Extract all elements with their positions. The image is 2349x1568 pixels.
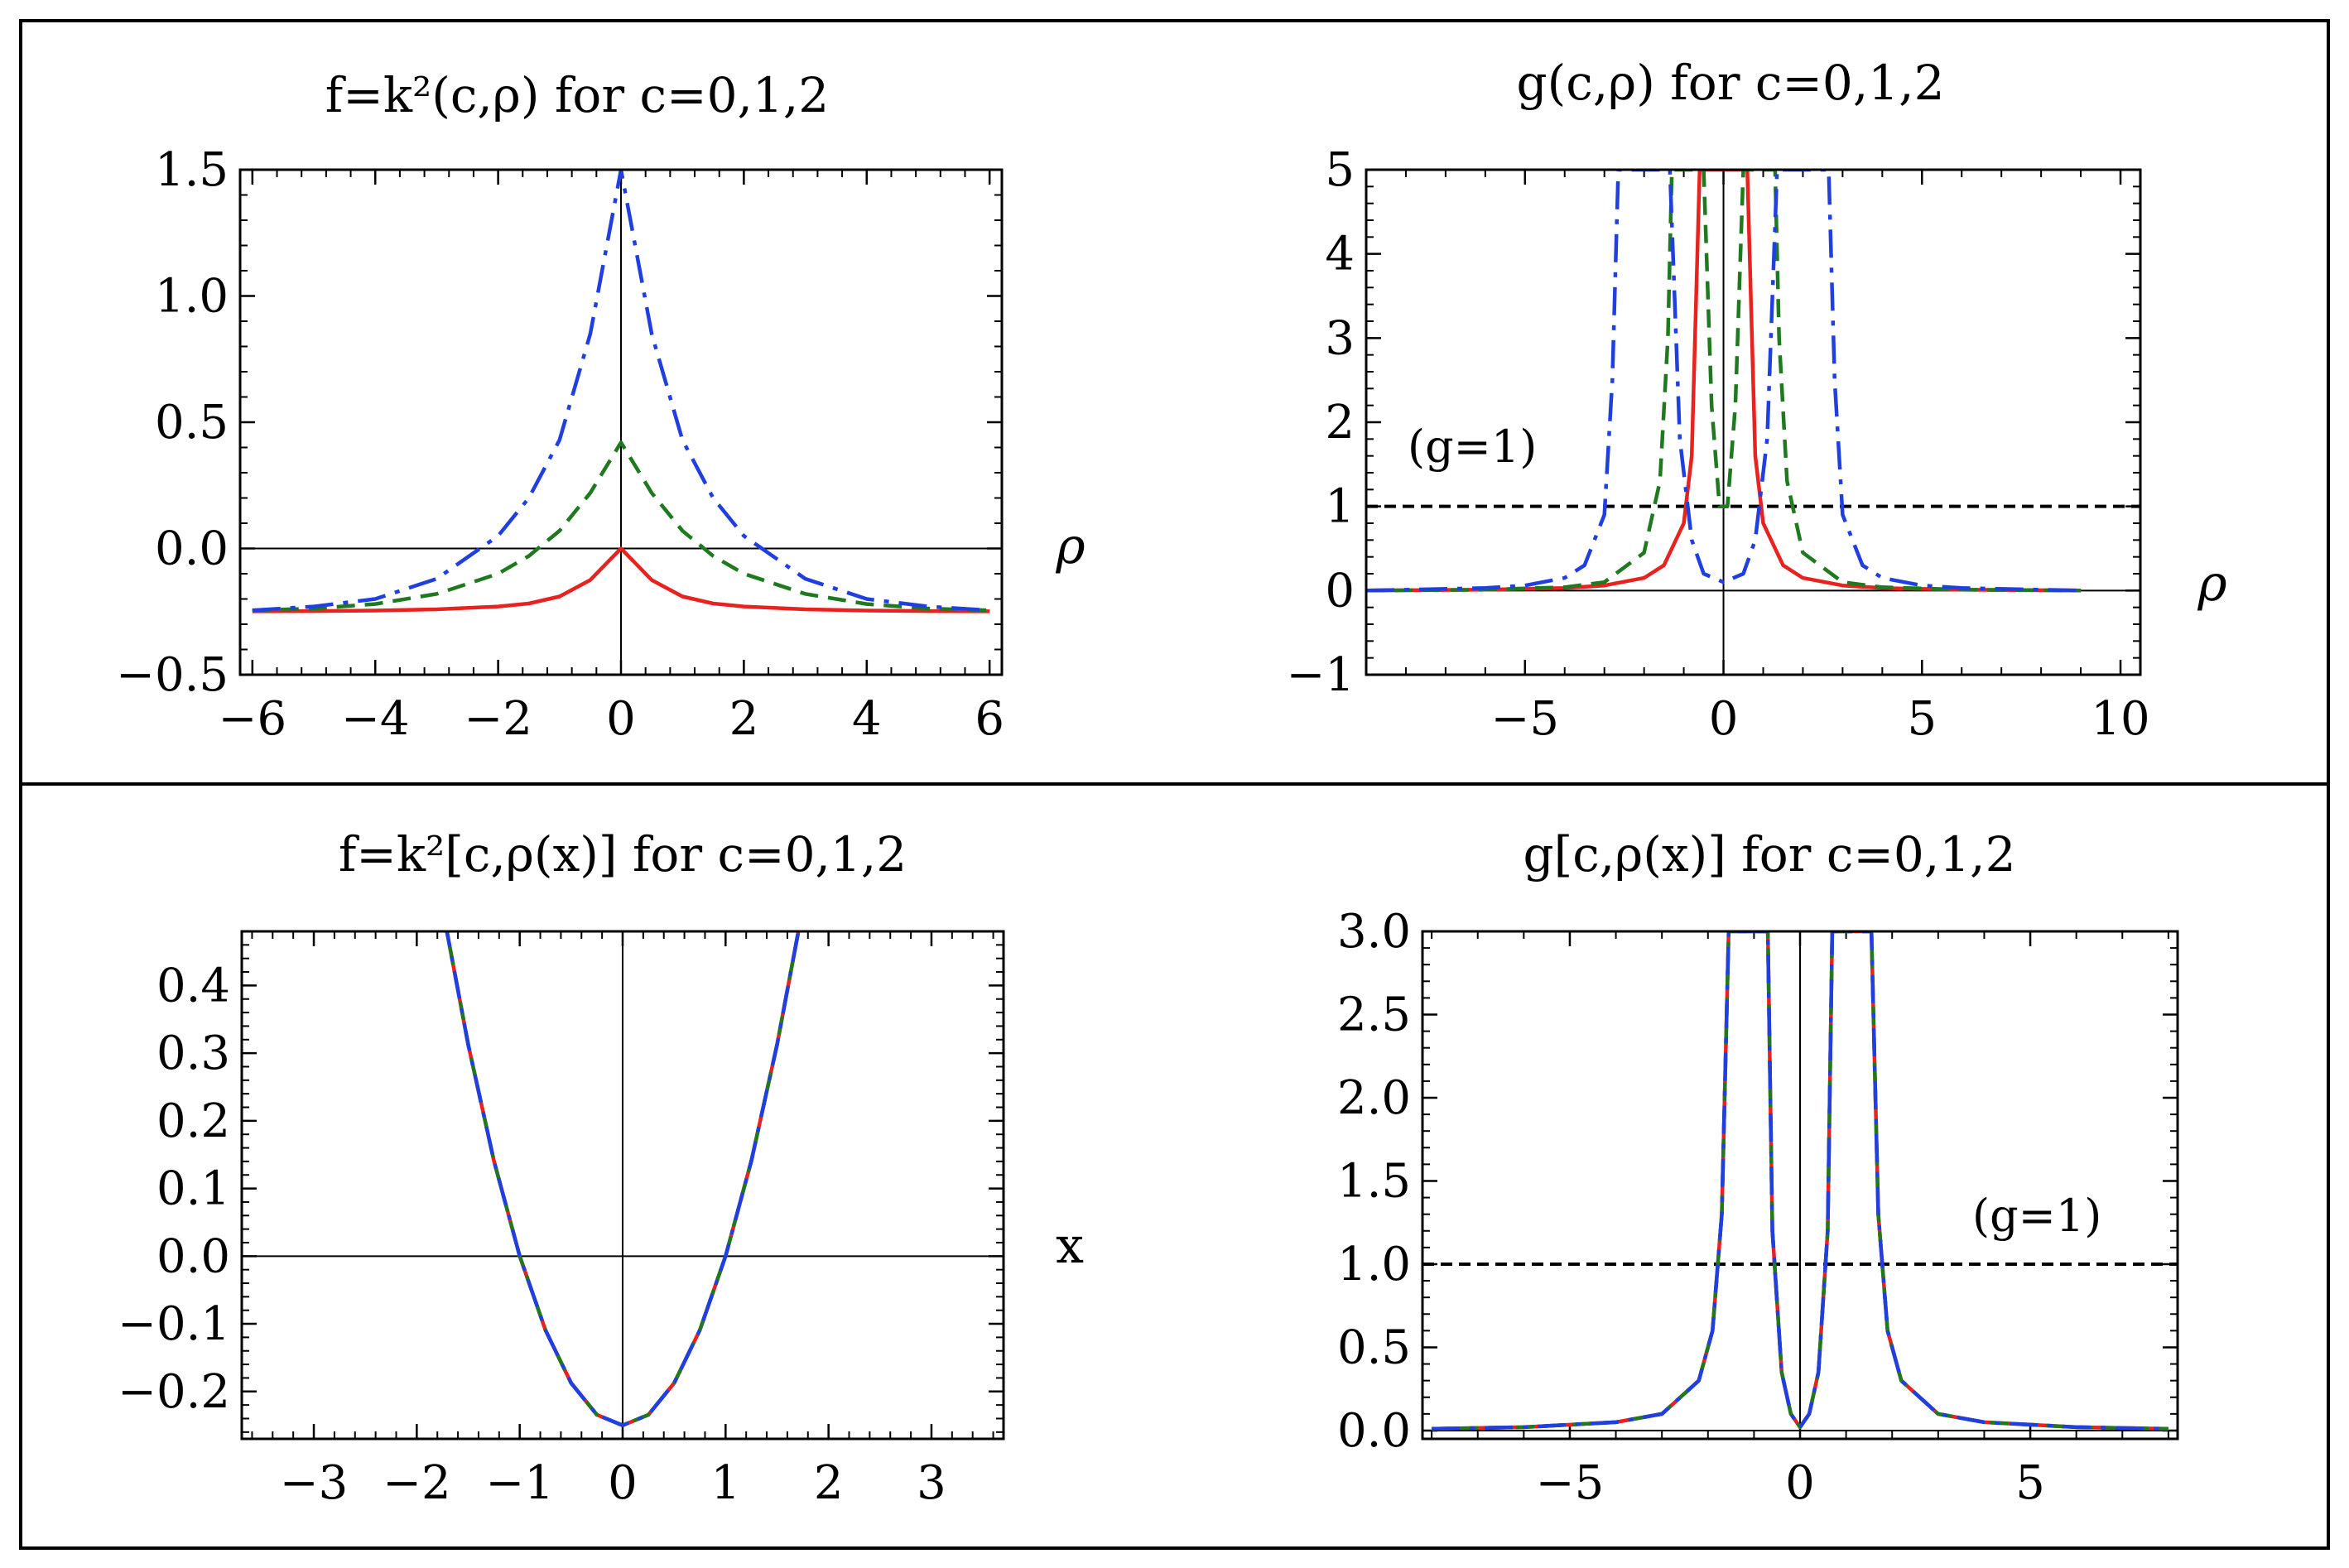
x-tick-label: −2	[464, 692, 532, 746]
y-tick-label: 0.4	[156, 959, 230, 1012]
y-tick-label: 1.0	[155, 270, 229, 324]
y-tick-label: 1.5	[1337, 1154, 1411, 1208]
y-tick-label: 0.0	[156, 1229, 230, 1283]
chart-title: f=k²(c,ρ) for c=0,1,2	[325, 67, 829, 123]
y-tick-label: −1	[1286, 648, 1355, 702]
x-tick-label: 0	[608, 1456, 638, 1510]
x-tick-label: 0	[606, 692, 636, 746]
x-tick-label: −3	[280, 1456, 349, 1510]
series-line-c-2	[252, 170, 990, 613]
series-line-c-2	[445, 931, 801, 1427]
y-tick-label: 0.1	[156, 1162, 230, 1216]
chart-title: g[c,ρ(x)] for c=0,1,2	[1523, 826, 2015, 883]
y-tick-label: 0.5	[1337, 1320, 1411, 1374]
series-line-c-0	[252, 546, 990, 613]
panels: f=k²(c,ρ) for c=0,1,2 −6 −4 −2 0 2 4 6 −0.5 0.0 0.…	[116, 55, 2227, 1510]
x-tick-label: 5	[1907, 692, 1937, 746]
plot-frame	[1421, 930, 2179, 1441]
panel-p2: g(c,ρ) for c=0,1,2 −5 0 5 10 −1 0 1 2 3 4 5 ρ (g=1)	[1286, 55, 2226, 746]
x-axis-label: x	[1056, 1217, 1084, 1275]
y-tick-label: 0.5	[155, 396, 229, 450]
chart-title: f=k²[c,ρ(x)] for c=0,1,2	[339, 826, 907, 883]
series-line-c-2	[1366, 170, 2082, 593]
series-group	[445, 931, 801, 1427]
x-tick-label: 3	[917, 1456, 946, 1510]
x-tick-label: −2	[383, 1456, 451, 1510]
series-line-c-1	[1366, 170, 2082, 593]
x-tick-label: 4	[852, 692, 882, 746]
y-tick-label: 2.0	[1337, 1071, 1411, 1125]
x-tick-label: 0	[1785, 1456, 1815, 1510]
series-group	[252, 170, 990, 613]
annotation-g1: (g=1)	[1972, 1190, 2101, 1242]
y-tick-label: 1	[1325, 480, 1355, 534]
panel-p1: f=k²(c,ρ) for c=0,1,2 −6 −4 −2 0 2 4 6 −0.5 0.0 0.…	[116, 67, 1085, 746]
series-line-c-2	[1432, 931, 2168, 1431]
y-tick-label: 4	[1325, 228, 1355, 281]
series-group	[1432, 931, 2168, 1431]
series-group	[1366, 170, 2082, 593]
x-tick-label: −5	[1536, 1456, 1605, 1510]
y-tick-label: 0.2	[156, 1094, 230, 1148]
y-tick-label: 0	[1325, 564, 1355, 618]
x-axis-label: ρ	[1055, 517, 1085, 575]
x-tick-label: 0	[1709, 692, 1739, 746]
y-tick-label: 3.0	[1337, 905, 1411, 959]
plot-frame	[1365, 168, 2142, 676]
y-tick-label: 0.0	[1337, 1404, 1411, 1458]
x-axis-label: ρ	[2197, 555, 2226, 613]
y-tick-label: 0.0	[155, 522, 229, 576]
x-tick-label: −4	[341, 692, 410, 746]
x-tick-label: 2	[814, 1456, 844, 1510]
y-tick-label: 2	[1325, 396, 1355, 450]
series-line-c-0	[1366, 170, 2082, 593]
series-line-c-1	[252, 440, 990, 613]
x-tick-label: −6	[219, 692, 287, 746]
y-tick-label: −0.1	[118, 1297, 230, 1351]
y-tick-label: 2.5	[1337, 988, 1411, 1041]
x-tick-label: −1	[485, 1456, 554, 1510]
y-tick-label: −0.2	[118, 1365, 230, 1419]
panel-p4: g[c,ρ(x)] for c=0,1,2 −5 0 5 0.0 0.5 1.0 1.5 2.0…	[1337, 826, 2179, 1510]
x-tick-label: 1	[711, 1456, 741, 1510]
x-tick-label: 2	[729, 692, 759, 746]
annotation-g1: (g=1)	[1408, 421, 1537, 473]
x-tick-label: −5	[1491, 692, 1560, 746]
chart-title: g(c,ρ) for c=0,1,2	[1516, 55, 1944, 111]
panel-p3: f=k²[c,ρ(x)] for c=0,1,2 −3 −2 −1 0 1 2 3 −0.2 −0…	[118, 826, 1084, 1510]
y-tick-label: 5	[1325, 143, 1355, 197]
plot-frame	[238, 168, 1004, 676]
y-tick-label: 1.5	[155, 143, 229, 197]
x-tick-label: 10	[2091, 692, 2149, 746]
x-tick-label: 5	[2015, 1456, 2045, 1510]
y-tick-label: −0.5	[116, 648, 229, 702]
plot-frame	[240, 930, 1005, 1441]
x-tick-label: 6	[975, 692, 1004, 746]
y-tick-label: 1.0	[1337, 1238, 1411, 1291]
series-line-c-1	[1432, 931, 2168, 1431]
y-tick-label: 0.3	[156, 1027, 230, 1080]
y-tick-label: 3	[1325, 311, 1355, 365]
